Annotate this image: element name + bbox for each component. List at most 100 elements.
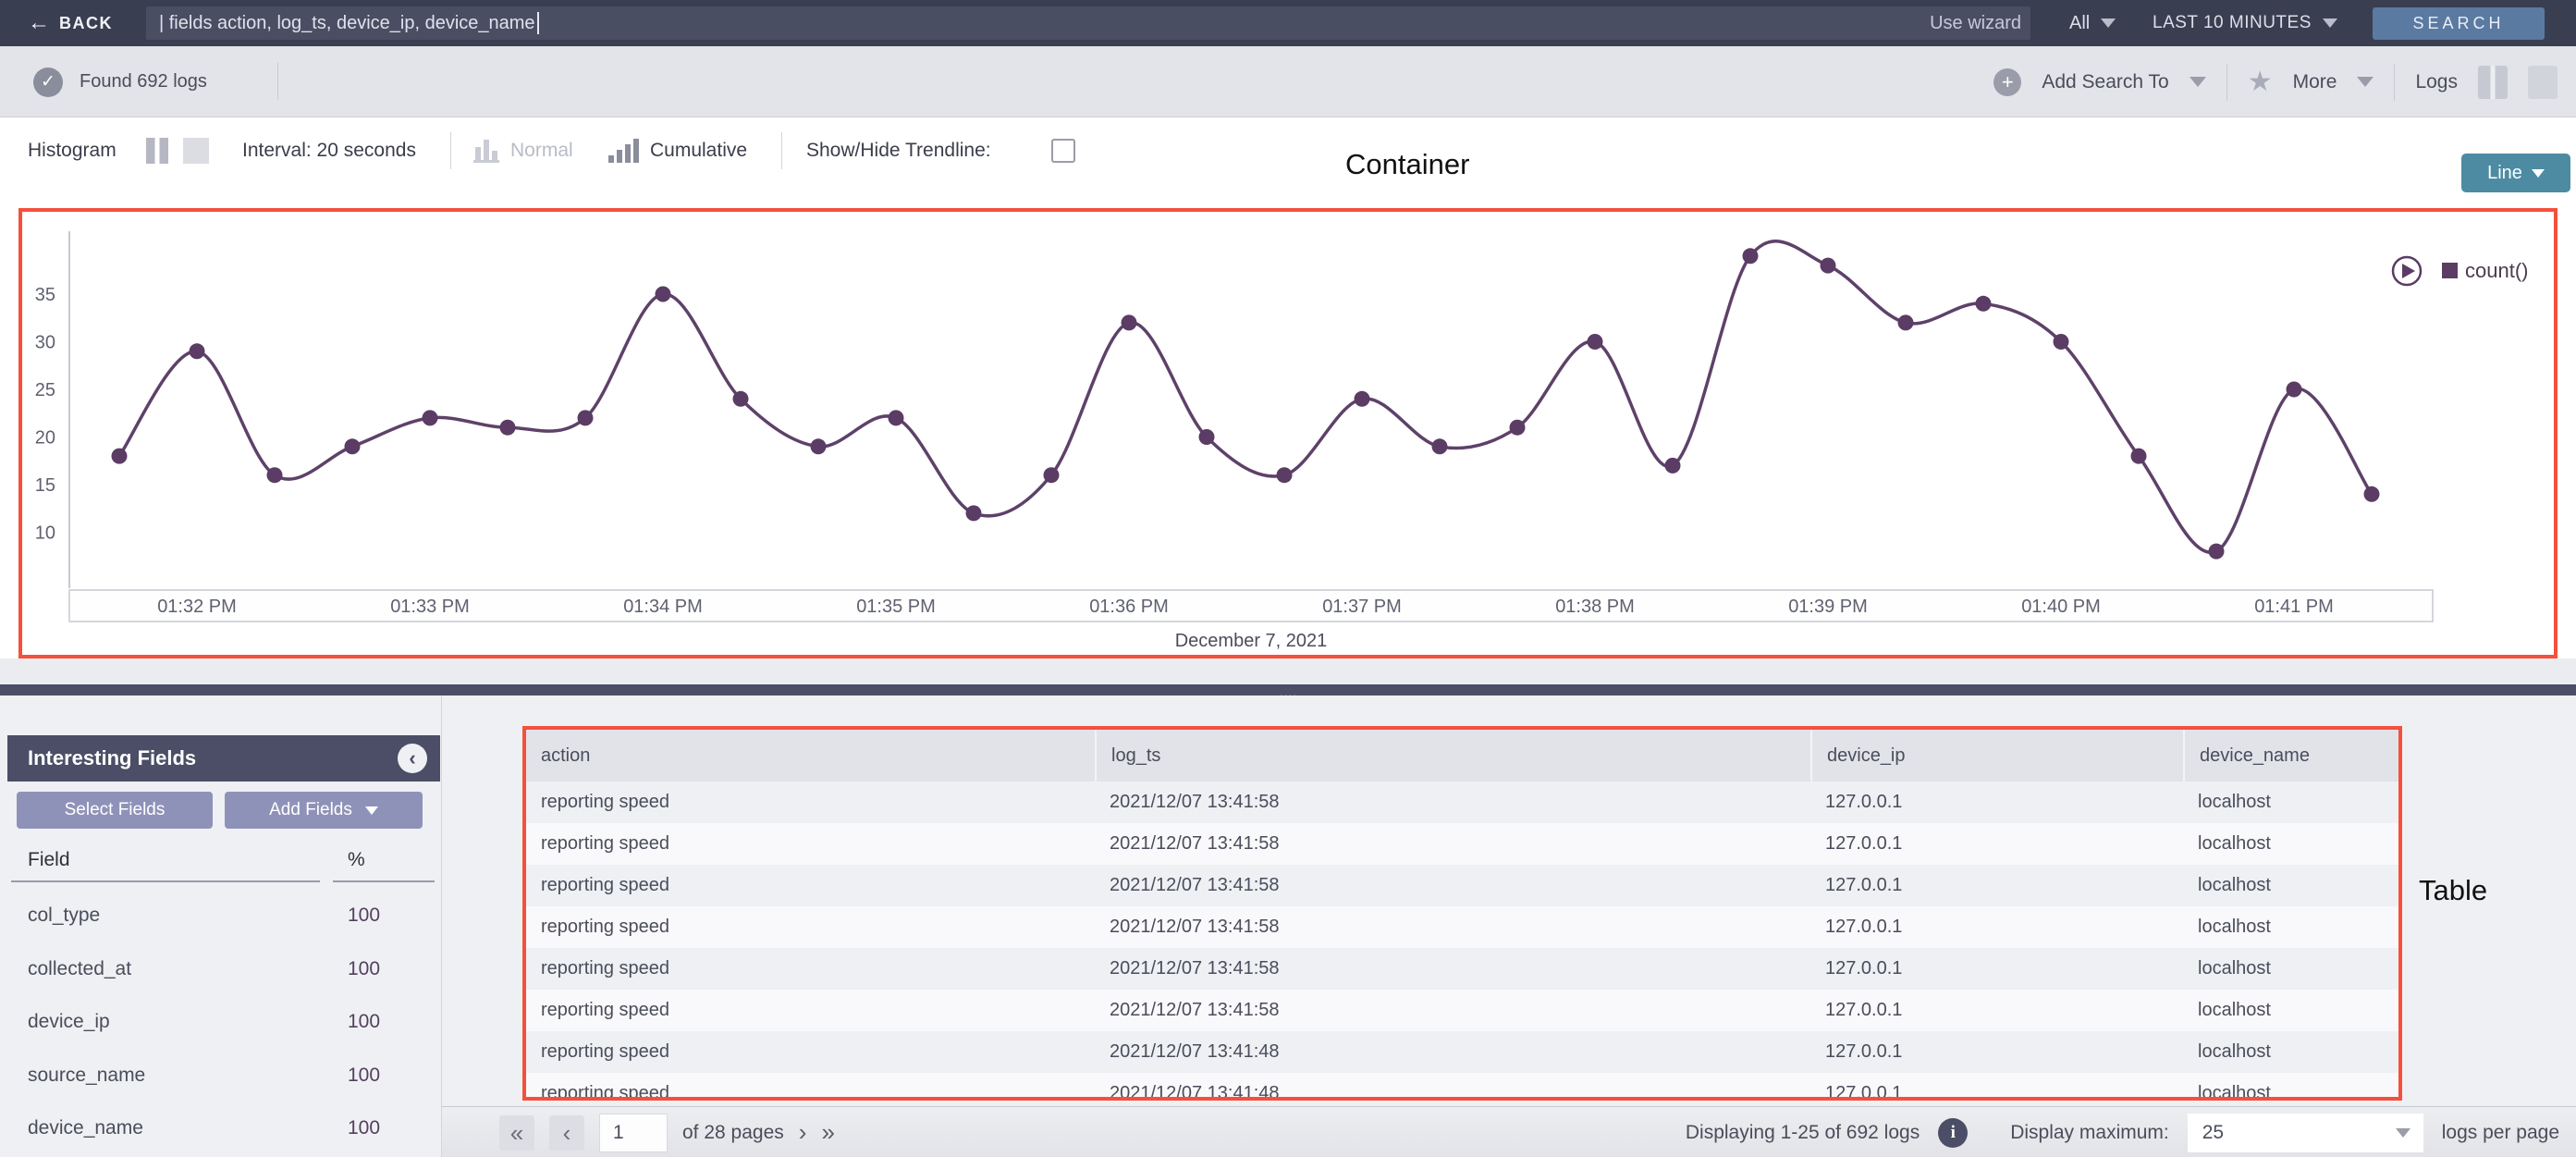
field-row[interactable]: device_name100: [0, 1117, 441, 1157]
select-fields-button[interactable]: Select Fields: [17, 792, 213, 829]
table-row[interactable]: reporting speed2021/12/07 13:41:58127.0.…: [526, 948, 2398, 990]
field-name[interactable]: collected_at: [28, 958, 131, 980]
data-point[interactable]: [2364, 486, 2380, 502]
table-row[interactable]: reporting speed2021/12/07 13:41:48127.0.…: [526, 1031, 2398, 1073]
full-view-icon[interactable]: [2528, 66, 2558, 99]
data-point[interactable]: [733, 391, 749, 407]
info-icon[interactable]: i: [1938, 1118, 1968, 1148]
data-point[interactable]: [1665, 458, 1681, 474]
data-point[interactable]: [2287, 382, 2302, 398]
field-name[interactable]: source_name: [28, 1065, 145, 1087]
display-maximum-select[interactable]: 25: [2188, 1114, 2423, 1152]
first-page-button[interactable]: «: [499, 1115, 534, 1151]
x-axis-tick: 01:35 PM: [856, 597, 936, 617]
data-point[interactable]: [345, 438, 361, 454]
table-cell: 127.0.0.1: [1810, 875, 2183, 896]
field-row[interactable]: device_ip 100: [0, 1011, 441, 1053]
trendline-checkbox[interactable]: [1051, 139, 1075, 163]
data-point[interactable]: [1976, 296, 1992, 312]
data-point[interactable]: [2131, 449, 2147, 464]
data-point[interactable]: [112, 449, 128, 464]
check-circle-icon: ✓: [33, 68, 63, 97]
field-name[interactable]: col_type: [28, 905, 100, 927]
data-point[interactable]: [267, 467, 283, 483]
data-point[interactable]: [1588, 334, 1603, 350]
data-point[interactable]: [2209, 544, 2225, 560]
page-number-input[interactable]: [599, 1114, 668, 1152]
caret-down-icon[interactable]: [2190, 77, 2206, 87]
interval-label: Interval: 20 seconds: [242, 117, 416, 184]
scope-dropdown[interactable]: All: [2069, 0, 2116, 46]
histogram-full-icon[interactable]: [183, 117, 209, 184]
time-range-dropdown[interactable]: LAST 10 MINUTES: [2153, 0, 2337, 46]
chart-type-dropdown[interactable]: Line: [2461, 154, 2570, 192]
column-header-device_ip[interactable]: device_ip: [1810, 730, 2183, 782]
table-row[interactable]: reporting speed2021/12/07 13:41:58127.0.…: [526, 823, 2398, 865]
field-percent: 100: [348, 1011, 380, 1033]
data-point[interactable]: [1743, 248, 1759, 264]
sidebar-collapse-icon[interactable]: ‹: [398, 744, 427, 773]
table-row[interactable]: reporting speed2021/12/07 13:41:58127.0.…: [526, 990, 2398, 1031]
data-point[interactable]: [966, 505, 982, 521]
table-cell: localhost: [2183, 958, 2398, 979]
data-point[interactable]: [578, 410, 594, 425]
data-point[interactable]: [1199, 429, 1215, 445]
data-point[interactable]: [1122, 314, 1137, 330]
use-wizard-link[interactable]: Use wizard: [1930, 6, 2021, 40]
data-point[interactable]: [889, 410, 904, 425]
legend-item[interactable]: count(): [2465, 259, 2528, 282]
pagination-bar: « ‹ of 28 pages › » Displaying 1-25 of 6…: [442, 1106, 2576, 1157]
field-row[interactable]: source_name100: [0, 1065, 441, 1107]
star-icon[interactable]: ★: [2248, 66, 2273, 98]
data-point[interactable]: [500, 420, 516, 436]
percent-column-header: %: [348, 849, 365, 871]
field-name[interactable]: device_ip: [28, 1011, 110, 1033]
add-search-to-button[interactable]: Add Search To: [2042, 71, 2168, 93]
more-button[interactable]: More: [2293, 71, 2337, 93]
column-header-action[interactable]: action: [526, 730, 1095, 782]
data-point[interactable]: [1432, 438, 1448, 454]
field-row[interactable]: collected_at100: [0, 958, 441, 1001]
cumulative-mode-button[interactable]: Cumulative: [608, 117, 747, 184]
table-row[interactable]: reporting speed2021/12/07 13:41:58127.0.…: [526, 906, 2398, 948]
column-header-device_name[interactable]: device_name: [2183, 730, 2398, 782]
data-point[interactable]: [190, 343, 205, 359]
caret-down-icon[interactable]: [2357, 77, 2374, 87]
table-row[interactable]: reporting speed2021/12/07 13:41:48127.0.…: [526, 1073, 2398, 1101]
caret-down-icon: [2532, 169, 2545, 178]
search-button[interactable]: SEARCH: [2373, 7, 2545, 40]
trendline-toggle[interactable]: [1051, 117, 1075, 184]
y-axis-tick: 20: [35, 428, 55, 449]
pages-total-label: of 28 pages: [682, 1122, 784, 1144]
data-point[interactable]: [811, 438, 827, 454]
histogram-split-icon[interactable]: [146, 117, 168, 184]
data-point[interactable]: [1277, 467, 1293, 483]
data-point[interactable]: [1821, 258, 1836, 274]
field-row[interactable]: col_type100: [0, 905, 441, 947]
last-page-button[interactable]: »: [821, 1118, 834, 1147]
field-name[interactable]: device_name: [28, 1117, 143, 1139]
search-query-text: | fields action, log_ts, device_ip, devi…: [159, 13, 535, 34]
table-cell: 2021/12/07 13:41:58: [1095, 917, 1810, 938]
split-view-icon[interactable]: [2478, 66, 2508, 99]
data-point[interactable]: [656, 287, 671, 302]
table-cell: reporting speed: [526, 792, 1095, 813]
data-point[interactable]: [1355, 391, 1370, 407]
back-button[interactable]: ← BACK: [28, 0, 113, 46]
add-fields-button[interactable]: Add Fields: [225, 792, 423, 829]
data-point[interactable]: [423, 410, 438, 425]
previous-page-button[interactable]: ‹: [549, 1115, 584, 1151]
data-point[interactable]: [1898, 314, 1914, 330]
normal-mode-button[interactable]: Normal: [473, 117, 573, 184]
search-query-input[interactable]: | fields action, log_ts, device_ip, devi…: [146, 6, 2030, 40]
column-rule: [11, 880, 320, 882]
data-point[interactable]: [1044, 467, 1060, 483]
next-page-button[interactable]: ›: [799, 1118, 807, 1147]
table-row[interactable]: reporting speed2021/12/07 13:41:58127.0.…: [526, 782, 2398, 823]
table-row[interactable]: reporting speed2021/12/07 13:41:58127.0.…: [526, 865, 2398, 906]
data-point[interactable]: [2054, 334, 2069, 350]
chart-type-value: Line: [2487, 163, 2522, 184]
column-header-log_ts[interactable]: log_ts: [1095, 730, 1810, 782]
data-point[interactable]: [1510, 420, 1526, 436]
table-header-row: actionlog_tsdevice_ipdevice_name: [526, 730, 2398, 782]
